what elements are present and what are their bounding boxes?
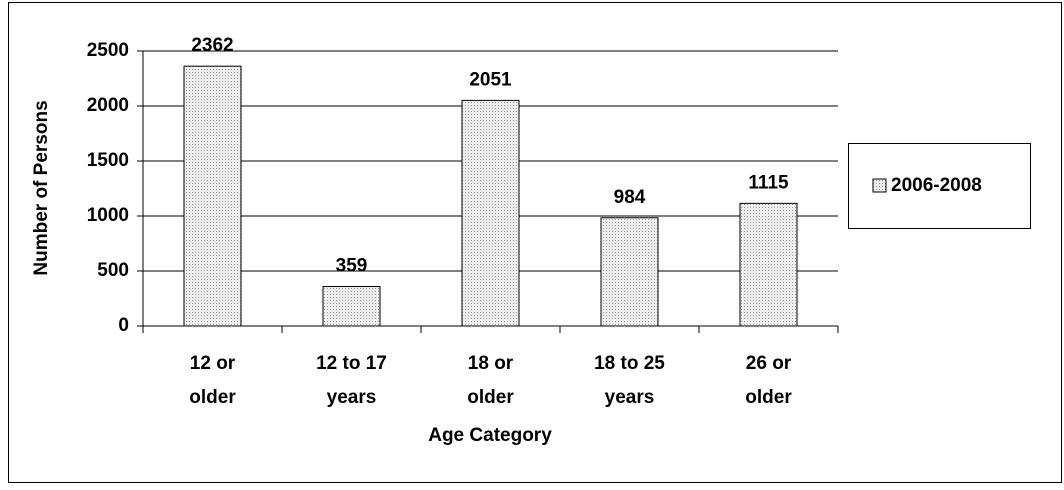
x-tick-label: 18 to 25 [594,353,665,374]
value-label: 1115 [748,172,789,193]
bar [322,286,381,327]
y-tick-label: 2000 [87,95,129,116]
x-tick-label: older [745,387,792,408]
x-axis-title: Age Category [428,425,552,446]
bar [739,202,798,327]
y-axis-title: Number of Persons [31,100,52,275]
value-label: 984 [614,187,646,208]
bar [183,65,242,327]
y-tick-label: 1500 [87,150,129,171]
x-tick-label: older [467,387,514,408]
bar [600,217,659,327]
value-label: 359 [336,256,368,277]
x-tick-label: years [327,387,377,408]
x-tick-label: 12 to 17 [316,353,387,374]
value-label: 2051 [469,69,512,90]
y-tick-label: 2500 [87,40,129,61]
bar [461,99,520,327]
x-tick-label: 12 or [190,353,236,374]
x-tick-label: years [605,387,655,408]
y-tick-label: 0 [118,315,129,336]
chart-border [8,2,1062,483]
x-tick-label: 18 or [468,353,514,374]
legend-label: 2006-2008 [891,175,982,196]
value-label: 2362 [191,35,233,56]
x-tick-label: 26 or [746,353,792,374]
x-tick-label: older [189,387,236,408]
y-tick-label: 1000 [87,205,129,226]
legend-swatch [872,178,887,193]
y-tick-label: 500 [97,260,129,281]
